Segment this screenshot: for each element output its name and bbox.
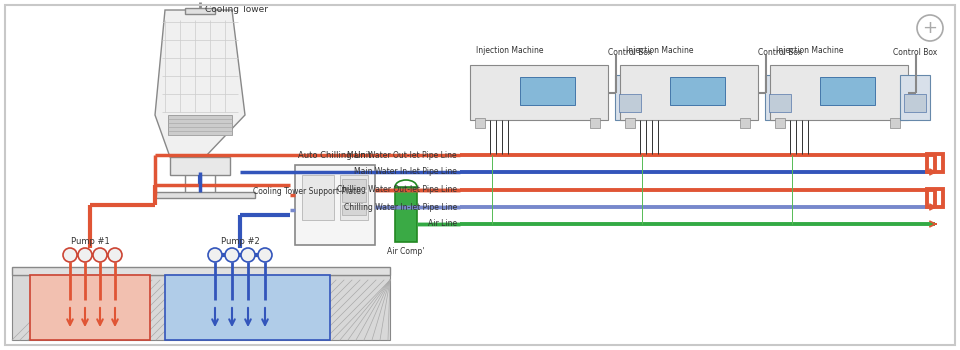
Bar xyxy=(340,175,368,220)
Bar xyxy=(520,77,575,105)
Circle shape xyxy=(93,248,107,262)
Bar xyxy=(155,192,255,198)
Bar xyxy=(30,275,150,340)
Bar xyxy=(590,118,600,128)
Text: Control Box: Control Box xyxy=(608,48,652,57)
Bar xyxy=(168,115,232,135)
Text: Chilling Water In-let Pipe Line: Chilling Water In-let Pipe Line xyxy=(344,203,457,211)
Circle shape xyxy=(108,248,122,262)
Text: Injection Machine: Injection Machine xyxy=(777,46,844,55)
Bar xyxy=(775,118,785,128)
Bar xyxy=(342,192,366,202)
Bar xyxy=(927,189,943,207)
Circle shape xyxy=(225,248,239,262)
Bar xyxy=(770,65,908,120)
Circle shape xyxy=(208,248,222,262)
Bar xyxy=(302,175,334,220)
Text: Control Box: Control Box xyxy=(757,48,803,57)
Text: +: + xyxy=(923,19,938,37)
Bar xyxy=(342,205,366,215)
Bar xyxy=(12,275,390,340)
Text: Main Water Out-let Pipe Line: Main Water Out-let Pipe Line xyxy=(348,150,457,160)
Bar xyxy=(619,94,641,112)
Circle shape xyxy=(78,248,92,262)
Circle shape xyxy=(241,248,255,262)
Text: Air Line: Air Line xyxy=(428,219,457,229)
Bar xyxy=(904,94,926,112)
Bar xyxy=(295,165,375,245)
Bar xyxy=(927,154,943,172)
Text: Cooling Tower Support Plate: Cooling Tower Support Plate xyxy=(253,188,361,196)
Bar xyxy=(820,77,875,105)
Text: Air Comp': Air Comp' xyxy=(387,247,424,256)
Bar xyxy=(475,118,485,128)
Bar xyxy=(765,75,795,120)
Bar xyxy=(740,118,750,128)
Text: Injection Machine: Injection Machine xyxy=(476,46,543,55)
Bar xyxy=(165,275,330,340)
Text: Control Box: Control Box xyxy=(893,48,937,57)
Text: Main Water In-let Pipe Line: Main Water In-let Pipe Line xyxy=(354,168,457,176)
Bar xyxy=(12,267,390,275)
Bar xyxy=(625,118,635,128)
Bar xyxy=(185,8,215,14)
Text: Pump #1: Pump #1 xyxy=(71,238,109,246)
Text: Chilling Water Out-let Pipe Line: Chilling Water Out-let Pipe Line xyxy=(337,186,457,195)
Bar xyxy=(890,118,900,128)
Bar xyxy=(670,77,725,105)
Bar xyxy=(900,75,930,120)
Bar xyxy=(342,179,366,189)
Text: Injection Machine: Injection Machine xyxy=(626,46,694,55)
Text: Cooling Tower: Cooling Tower xyxy=(205,5,268,14)
Bar xyxy=(615,75,645,120)
Bar xyxy=(170,157,230,175)
Text: Auto Chilling Unit: Auto Chilling Unit xyxy=(299,151,372,160)
Polygon shape xyxy=(155,10,245,157)
Circle shape xyxy=(63,248,77,262)
Bar xyxy=(769,94,791,112)
Bar xyxy=(395,187,417,242)
Text: Pump #2: Pump #2 xyxy=(221,238,259,246)
Circle shape xyxy=(258,248,272,262)
Bar xyxy=(620,65,758,120)
Bar xyxy=(470,65,608,120)
